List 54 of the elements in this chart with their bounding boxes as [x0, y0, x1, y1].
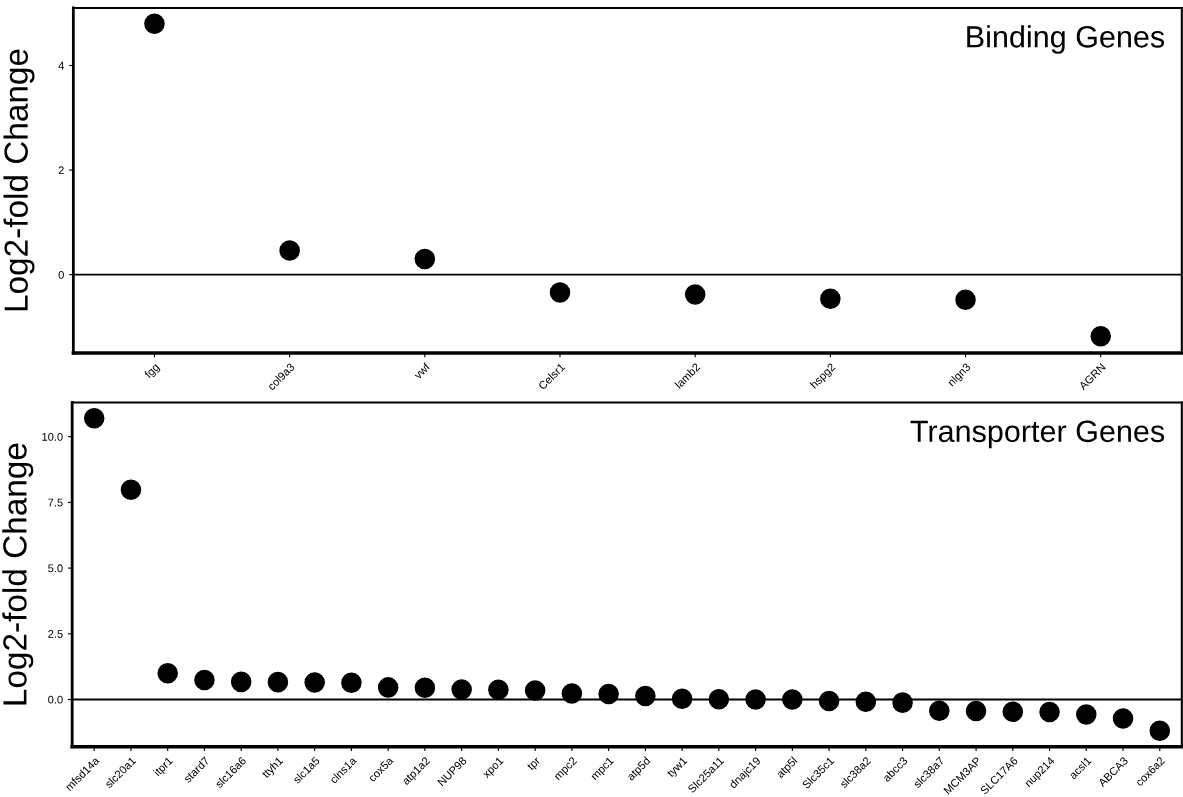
point: [414, 677, 436, 698]
y-tick-label: 5.0: [48, 564, 63, 573]
x-tick-label: vwf: [413, 362, 431, 380]
y-tick-label: 2.5: [48, 630, 63, 638]
y-tick-label: 4: [58, 61, 64, 70]
point: [820, 288, 841, 309]
point: [1039, 701, 1060, 723]
point: [1149, 720, 1171, 742]
point: [855, 691, 877, 713]
point: [892, 692, 913, 713]
y-tick-label: 10.0: [42, 432, 63, 441]
text: Transporter Genes: [910, 420, 1165, 449]
point: [524, 680, 546, 701]
point: [965, 700, 987, 722]
point: [598, 683, 619, 705]
y-tick-label: 2: [58, 166, 64, 175]
point: [955, 289, 976, 311]
y-tick-label: 0.0: [48, 695, 63, 704]
point: [1076, 704, 1097, 725]
point: [120, 479, 142, 501]
point: [83, 407, 105, 429]
point: [341, 672, 362, 693]
point: [1112, 708, 1134, 729]
point: [279, 240, 300, 261]
point: [488, 679, 509, 701]
point: [377, 677, 399, 698]
y-tick-label: 0: [58, 270, 64, 279]
point: [684, 284, 706, 305]
x-tick-label: itpr1: [152, 756, 175, 778]
point: [267, 671, 289, 693]
x-tick-label: tpr: [526, 756, 543, 773]
point: [157, 662, 178, 684]
point: [782, 689, 803, 710]
point: [929, 700, 950, 722]
point: [635, 685, 656, 707]
point: [304, 672, 325, 693]
point: [194, 669, 215, 691]
point: [671, 688, 693, 709]
point: [1090, 326, 1111, 347]
point: [144, 13, 165, 34]
point: [1002, 701, 1024, 723]
point: [818, 690, 840, 712]
y-tick-label: 7.5: [48, 498, 63, 507]
text: Binding Genes: [967, 25, 1165, 54]
point: [549, 282, 571, 303]
point: [561, 683, 583, 704]
point: [414, 248, 436, 270]
point: [708, 688, 730, 710]
x-tick-label: fgg: [143, 362, 162, 381]
point: [230, 671, 252, 693]
point: [745, 689, 766, 710]
point: [451, 679, 472, 700]
y-axis-title: Log2-fold Change: [3, 49, 35, 311]
y-axis-title: Log2-fold Change: [2, 443, 34, 705]
